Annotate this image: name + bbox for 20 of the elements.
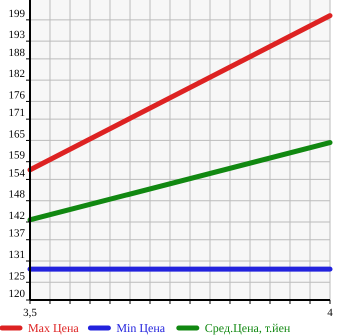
y-tick-label: 199: [8, 8, 26, 20]
y-tick-label: 148: [8, 188, 26, 201]
x-tick-label: 4: [327, 307, 334, 319]
y-tick-label: 165: [8, 128, 26, 140]
y-tick-label: 125: [8, 270, 26, 282]
x-tick-label: 3,5: [23, 307, 38, 319]
y-tick-label: 171: [8, 107, 25, 120]
y-tick-label: 154: [8, 167, 26, 180]
y-tick-label: 137: [8, 228, 26, 240]
legend-label: Max Цена: [28, 321, 80, 335]
legend-label: Сред.Цена, т.йен: [204, 321, 291, 335]
y-tick-label: 131: [8, 248, 25, 261]
y-tick-label: 142: [8, 210, 25, 222]
y-tick-label: 159: [8, 150, 26, 162]
y-tick-label: 182: [8, 68, 25, 80]
y-tick-label: 176: [8, 89, 26, 102]
y-tick-label: 188: [8, 46, 26, 59]
y-tick-label: 120: [8, 288, 26, 300]
y-tick-label: 193: [8, 29, 26, 42]
legend-label: Min Цена: [116, 321, 166, 335]
